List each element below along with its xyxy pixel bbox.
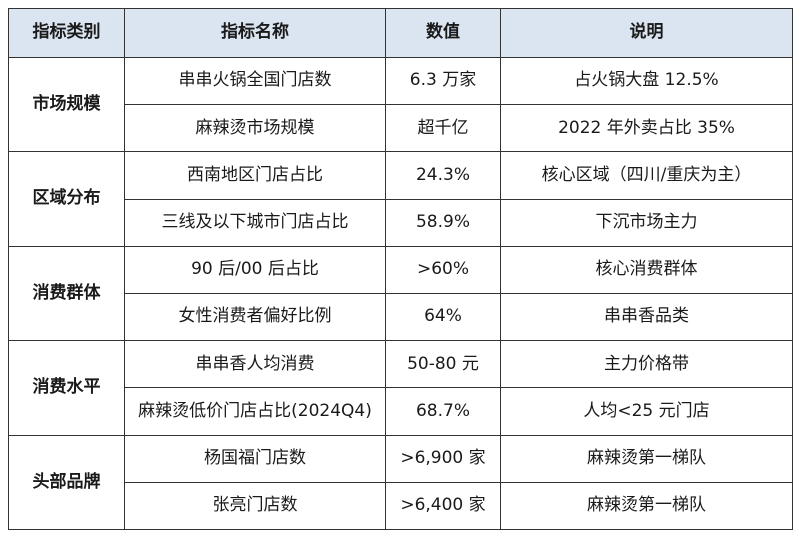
value-cell: 68.7%	[385, 387, 501, 436]
indicator-name-cell: 90 后/00 后占比	[124, 245, 386, 294]
indicator-name-cell: 张亮门店数	[124, 481, 386, 531]
value-cell: 50-80 元	[385, 340, 501, 389]
note-cell: 串串香品类	[500, 292, 793, 342]
table-row: 三线及以下城市门店占比 58.9% 下沉市场主力	[9, 198, 793, 247]
note-cell: 核心区域（四川/重庆为主）	[500, 151, 793, 200]
note-cell: 主力价格带	[500, 340, 793, 389]
col-header-note: 说明	[500, 8, 793, 58]
value-cell: 6.3 万家	[385, 56, 501, 106]
value-cell: 24.3%	[385, 151, 501, 200]
indicator-name-cell: 女性消费者偏好比例	[124, 292, 386, 342]
indicator-table: 指标类别 指标名称 数值 说明 市场规模 串串火锅全国门店数 6.3 万家 占火…	[8, 8, 793, 531]
category-cell-consumer-group: 消费群体	[8, 245, 125, 342]
table-row: 消费水平 串串香人均消费 50-80 元 主力价格带	[8, 340, 793, 436]
indicator-name-cell: 三线及以下城市门店占比	[124, 198, 386, 247]
value-cell: >6,900 家	[385, 434, 501, 483]
table-row: 市场规模 串串火锅全国门店数 6.3 万家 占火锅大盘 12.5%	[8, 56, 793, 153]
table-row: 女性消费者偏好比例 64% 串串香品类	[9, 292, 793, 342]
note-cell: 核心消费群体	[500, 245, 793, 294]
note-cell: 麻辣烫第一梯队	[500, 481, 793, 531]
note-cell: 人均<25 元门店	[500, 387, 793, 436]
note-cell: 占火锅大盘 12.5%	[500, 56, 793, 106]
note-cell: 下沉市场主力	[500, 198, 793, 247]
value-cell: 64%	[385, 292, 501, 342]
indicator-name-cell: 西南地区门店占比	[124, 151, 386, 200]
table-row: 消费群体 90 后/00 后占比 >60% 核心消费群体	[8, 245, 793, 342]
col-header-name: 指标名称	[124, 8, 386, 58]
value-cell: >6,400 家	[385, 481, 501, 531]
note-cell: 2022 年外卖占比 35%	[500, 104, 793, 153]
indicator-name-cell: 杨国福门店数	[124, 434, 386, 483]
category-cell-top-brands: 头部品牌	[8, 434, 125, 530]
category-cell-spending-level: 消费水平	[8, 340, 125, 436]
col-header-value: 数值	[385, 8, 501, 58]
indicator-name-cell: 串串香人均消费	[124, 340, 386, 389]
col-header-category: 指标类别	[8, 8, 125, 58]
table-row: 麻辣烫低价门店占比(2024Q4) 68.7% 人均<25 元门店	[9, 387, 793, 436]
table-row: 头部品牌 杨国福门店数 >6,900 家 麻辣烫第一梯队	[8, 434, 793, 530]
note-cell: 麻辣烫第一梯队	[500, 434, 793, 483]
indicator-name-cell: 麻辣烫低价门店占比(2024Q4)	[124, 387, 386, 436]
indicator-name-cell: 麻辣烫市场规模	[124, 104, 386, 153]
indicator-name-cell: 串串火锅全国门店数	[124, 56, 386, 106]
header-row: 指标类别 指标名称 数值 说明	[8, 8, 793, 58]
category-cell-market-scale: 市场规模	[8, 56, 125, 153]
table-row: 张亮门店数 >6,400 家 麻辣烫第一梯队	[9, 481, 793, 531]
value-cell: 58.9%	[385, 198, 501, 247]
value-cell: 超千亿	[385, 104, 501, 153]
table-row: 麻辣烫市场规模 超千亿 2022 年外卖占比 35%	[9, 104, 793, 153]
value-cell: >60%	[385, 245, 501, 294]
category-cell-region: 区域分布	[8, 151, 125, 247]
table-row: 区域分布 西南地区门店占比 24.3% 核心区域（四川/重庆为主）	[8, 151, 793, 247]
